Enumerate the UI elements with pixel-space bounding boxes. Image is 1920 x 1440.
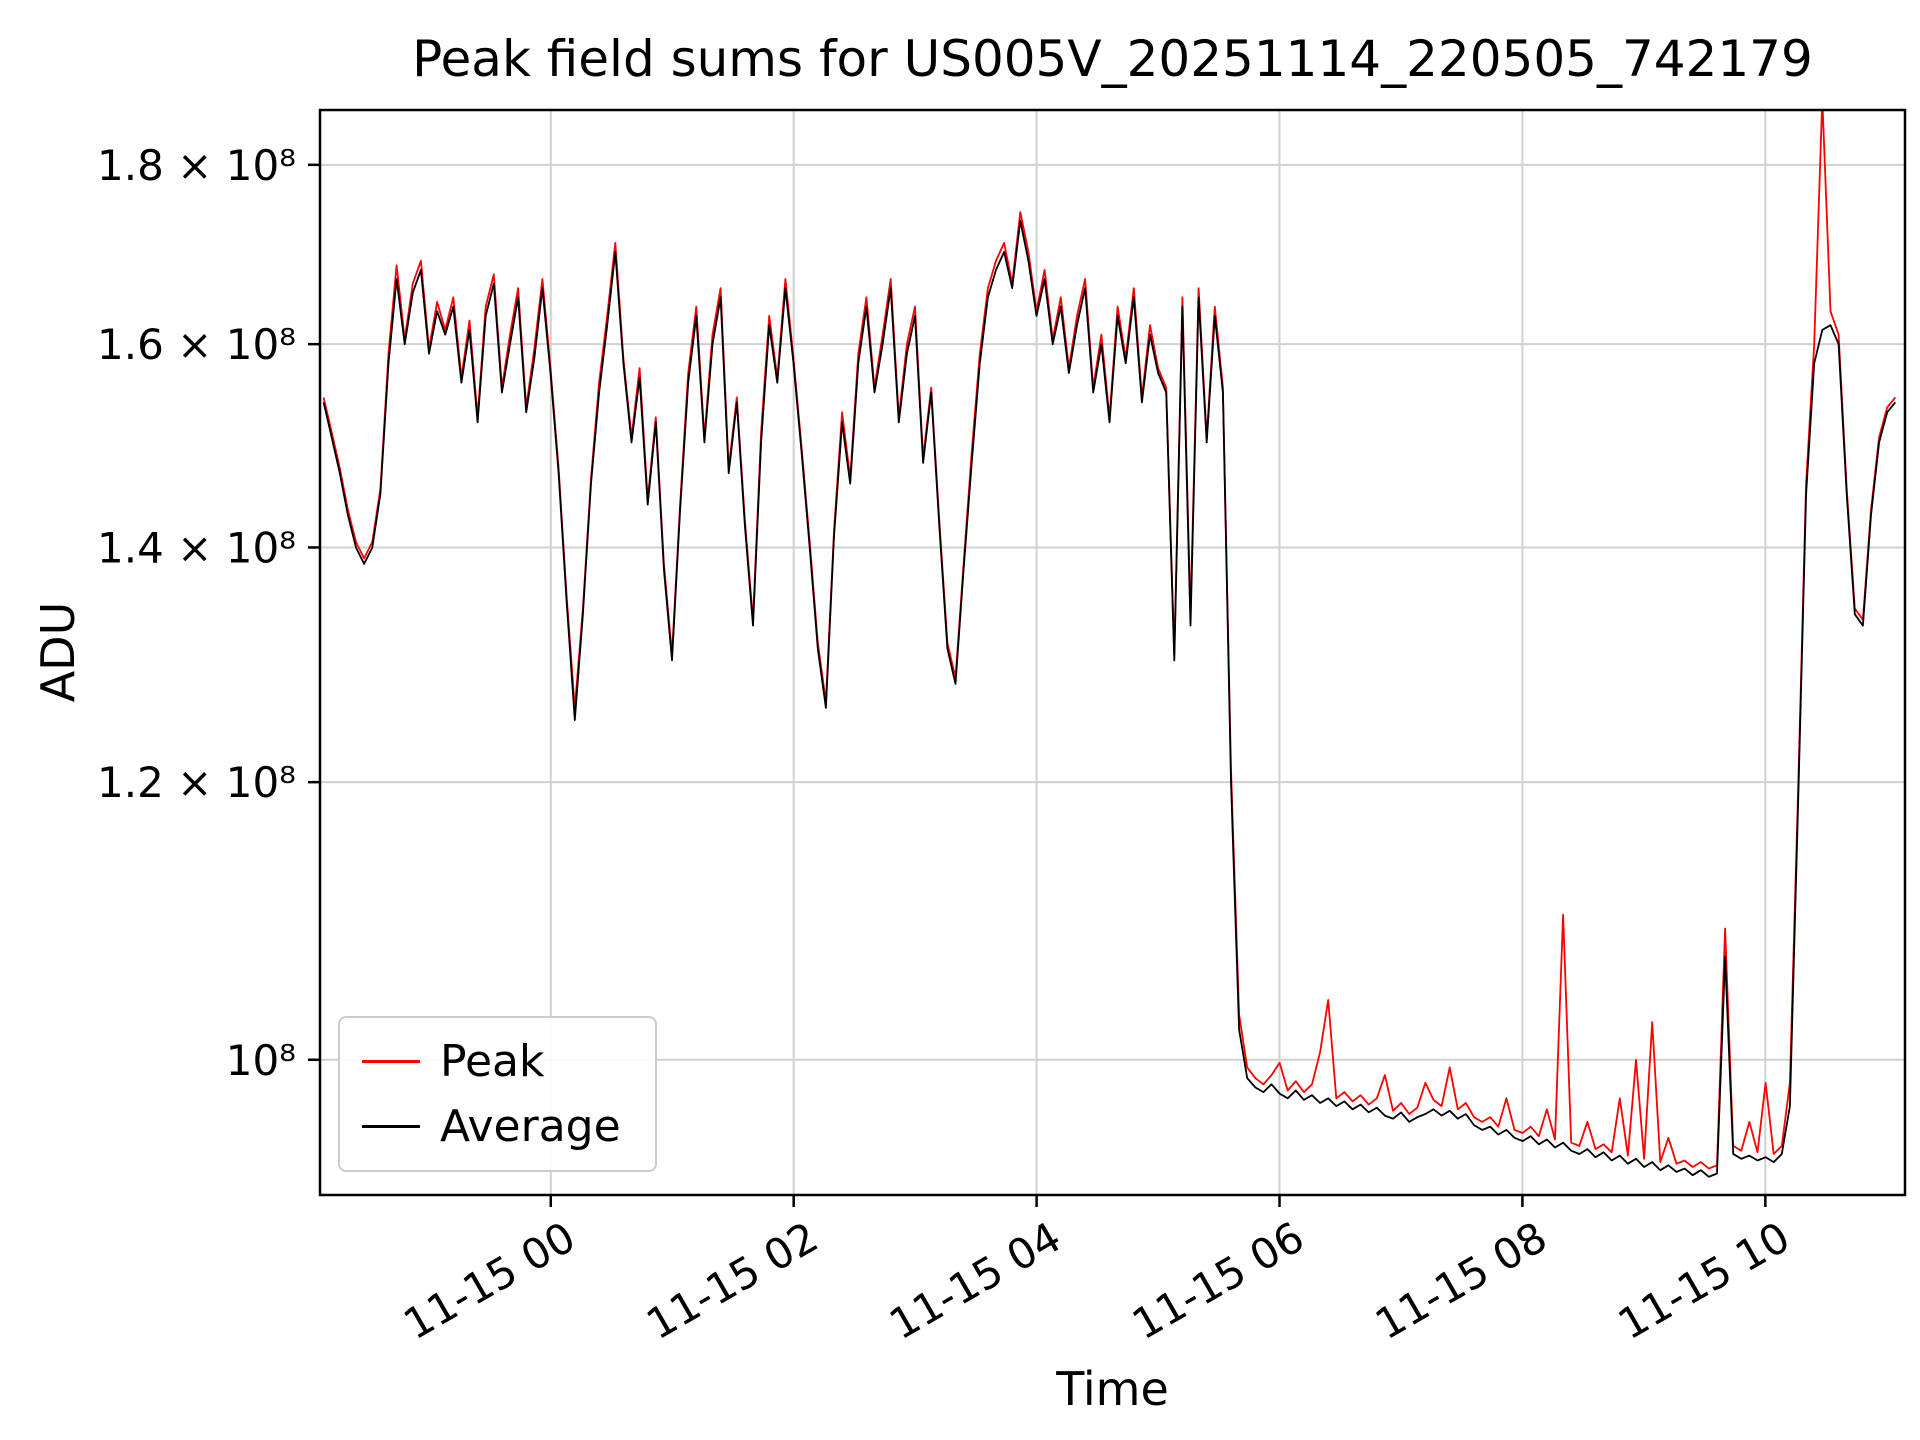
y-tick-label: 1.4 × 10⁸ [97, 523, 296, 572]
legend-item-peak: Peak [362, 1036, 621, 1087]
legend-label-peak: Peak [440, 1036, 545, 1087]
x-tick-label: 11-15 08 [1367, 1212, 1555, 1349]
average-line-swatch [362, 1125, 420, 1128]
y-axis-label: ADU [31, 601, 85, 703]
plot-background [320, 110, 1905, 1195]
legend: Peak Average [338, 1016, 657, 1172]
y-tick-label: 1.6 × 10⁸ [97, 320, 296, 369]
x-tick-label: 11-15 02 [638, 1212, 826, 1349]
average-series-line [322, 219, 1896, 1178]
x-tick-label: 11-15 06 [1124, 1212, 1312, 1349]
x-axis-label: Time [1056, 1362, 1169, 1416]
legend-item-average: Average [362, 1101, 621, 1152]
chart-title: Peak field sums for US005V_20251114_2205… [412, 30, 1813, 88]
x-tick-label: 11-15 00 [395, 1212, 583, 1349]
y-tick-label: 10⁸ [226, 1036, 296, 1085]
x-tick-label: 11-15 04 [881, 1212, 1069, 1349]
y-tick-label: 1.2 × 10⁸ [97, 758, 296, 807]
y-tick-label: 1.8 × 10⁸ [97, 141, 296, 190]
legend-label-average: Average [440, 1101, 621, 1152]
x-tick-label: 11-15 10 [1610, 1212, 1798, 1349]
peak-line-swatch [362, 1060, 420, 1063]
plot-border [318, 108, 1907, 1197]
